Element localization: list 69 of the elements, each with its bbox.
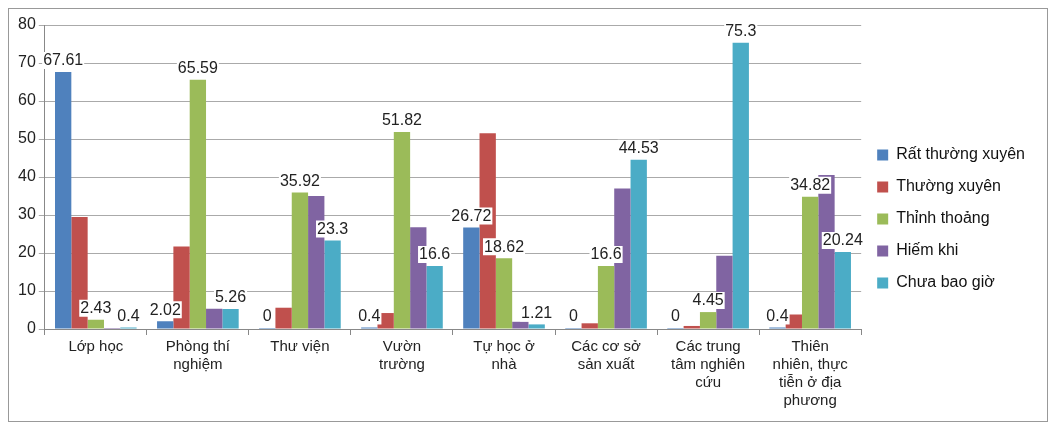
data-label: 0 — [568, 307, 578, 325]
bar — [801, 196, 819, 329]
data-label: 0 — [670, 307, 680, 325]
legend-label: Thường xuyên — [896, 177, 1001, 195]
data-label: 75.3 — [725, 22, 757, 40]
bar — [699, 312, 717, 329]
bar — [291, 192, 309, 329]
legend-label: Rất thường xuyên — [896, 145, 1025, 163]
data-label: 4.45 — [692, 291, 724, 309]
x-tick-label: Các trung tâm nghiên cứu — [670, 337, 746, 391]
data-label: 65.59 — [177, 59, 218, 77]
bar — [597, 265, 615, 329]
legend-label: Thỉnh thoảng — [896, 209, 990, 227]
data-label: 0.4 — [766, 306, 789, 324]
y-tick-label: 20 — [18, 243, 36, 261]
y-tick-label: 80 — [18, 15, 36, 33]
y-tick-label: 10 — [18, 281, 36, 299]
bar — [206, 308, 223, 329]
data-label: 2.02 — [149, 300, 181, 318]
data-label: 18.62 — [483, 237, 525, 255]
x-tick-label: Thiên nhiên, thực tiễn ở địa phương — [772, 337, 849, 409]
x-tick-label: Tự học ở nhà — [473, 337, 535, 373]
bar — [683, 325, 700, 329]
data-label: 0 — [262, 307, 272, 325]
x-tick-label: Lớp học — [68, 337, 124, 355]
data-label: 1.21 — [521, 303, 553, 321]
bar — [222, 309, 239, 329]
bar — [426, 265, 443, 329]
bar — [55, 72, 72, 329]
data-label: 67.61 — [43, 51, 84, 69]
bar — [528, 324, 545, 329]
bar — [732, 42, 749, 329]
bar — [324, 240, 341, 329]
data-label: 26.72 — [451, 206, 492, 224]
data-label: 20.24 — [822, 231, 863, 249]
data-label: 34.82 — [790, 176, 831, 194]
bar — [87, 319, 104, 329]
bar — [157, 321, 174, 329]
bar — [581, 323, 598, 329]
bar — [630, 159, 647, 329]
data-label: 16.6 — [419, 245, 451, 263]
data-label: 35.92 — [279, 171, 321, 189]
bar — [393, 132, 411, 329]
x-tick-label: Các cơ sở sản xuất — [571, 337, 642, 373]
data-label: 5.26 — [214, 288, 247, 306]
x-tick-label: Phòng thí nghiệm — [165, 337, 231, 373]
bar — [834, 252, 851, 329]
y-tick-label: 0 — [26, 319, 36, 337]
x-tick-label: Vườn trường — [379, 337, 425, 373]
y-tick-label: 60 — [18, 91, 36, 109]
data-label: 51.82 — [381, 111, 423, 129]
y-tick-label: 40 — [18, 167, 36, 185]
y-tick-label: 70 — [18, 53, 36, 71]
y-tick-label: 50 — [18, 129, 36, 147]
x-tick-label: Thư viện — [270, 337, 330, 355]
bar — [189, 79, 207, 329]
data-label: 0.4 — [358, 306, 381, 324]
data-label: 23.3 — [317, 219, 349, 237]
bar — [275, 307, 292, 329]
legend-label: Hiếm khi — [896, 241, 959, 259]
y-tick-label: 30 — [18, 205, 36, 223]
bar — [495, 258, 513, 329]
data-label: 44.53 — [618, 139, 659, 157]
data-label: 16.6 — [590, 245, 622, 263]
data-label: 2.43 — [80, 299, 112, 317]
legend-label: Chưa bao giờ — [896, 273, 996, 291]
bar — [463, 227, 480, 329]
bar — [512, 321, 529, 329]
data-label: 0.4 — [117, 306, 140, 324]
